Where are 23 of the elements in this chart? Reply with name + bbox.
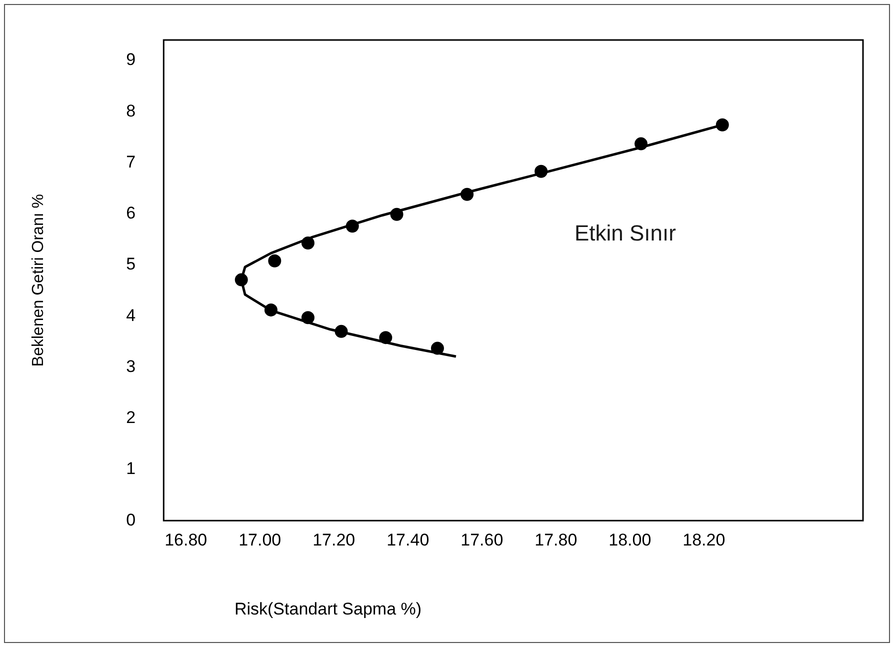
point xyxy=(268,254,282,268)
x-tick-label: 17.20 xyxy=(312,530,356,550)
x-tick-label: 17.80 xyxy=(534,530,578,550)
y-tick-label: 0 xyxy=(126,510,136,530)
y-tick-label: 3 xyxy=(126,356,136,376)
y-tick-label: 7 xyxy=(126,152,136,172)
x-axis-title: Risk(Standart Sapma %) xyxy=(234,600,422,619)
x-tick-label: 17.00 xyxy=(238,530,282,550)
y-axis-title: Beklenen Getiri Oranı % xyxy=(30,194,48,367)
x-tick-label: 18.00 xyxy=(608,530,652,550)
y-tick-label: 2 xyxy=(126,408,136,428)
y-tick-label: 4 xyxy=(126,306,136,325)
point xyxy=(716,118,729,132)
annotation: Etkin Sınır xyxy=(574,220,676,246)
y-tick-label: 8 xyxy=(126,101,136,120)
y-tick-label: 5 xyxy=(126,254,136,274)
x-tick-label: 17.60 xyxy=(460,530,504,550)
y-tick-label: 9 xyxy=(126,50,136,70)
x-tick-label: 18.20 xyxy=(682,530,726,550)
x-tick-label: 16.80 xyxy=(164,530,208,550)
x-tick-label: 17.40 xyxy=(386,530,430,550)
y-tick-label: 6 xyxy=(126,204,136,223)
y-tick-label: 1 xyxy=(126,459,136,478)
